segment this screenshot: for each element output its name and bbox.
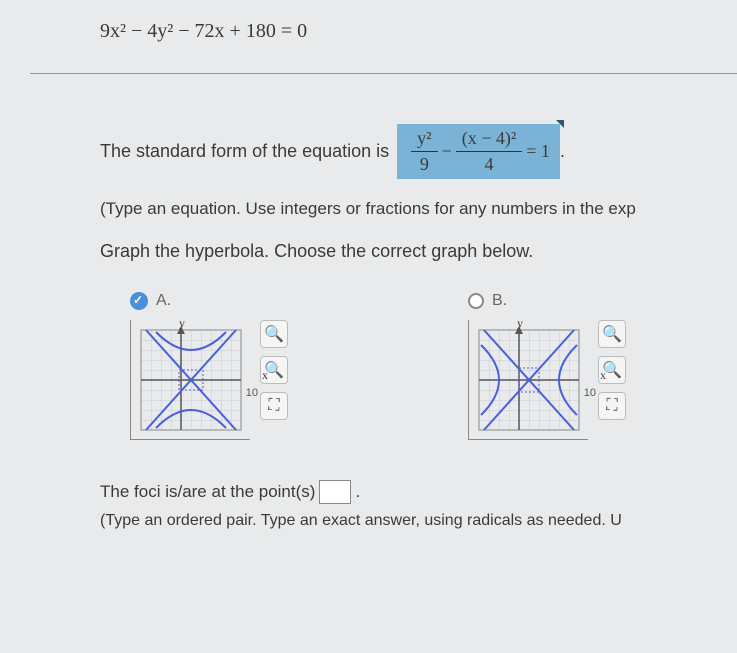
x-axis-label: x bbox=[262, 368, 268, 383]
foci-text-post: . bbox=[355, 482, 360, 502]
standard-form-prefix: The standard form of the equation is bbox=[100, 141, 389, 162]
foci-input[interactable] bbox=[319, 480, 351, 504]
option-a: A. y x 10 bbox=[130, 292, 288, 440]
x-axis-label-b: x bbox=[600, 368, 606, 383]
graph-a-svg bbox=[131, 320, 251, 440]
zoom-in-icon-b[interactable]: 🔍 bbox=[598, 320, 626, 348]
frac1-num: y² bbox=[411, 128, 437, 152]
frac2-den: 4 bbox=[479, 152, 500, 175]
y-axis-label-b: y bbox=[517, 316, 523, 331]
graph-a-area: y x 10 bbox=[130, 320, 288, 440]
option-b-label-row[interactable]: B. bbox=[468, 292, 626, 310]
radio-icon bbox=[468, 293, 484, 309]
options-row: A. y x 10 bbox=[130, 292, 737, 440]
check-icon bbox=[130, 292, 148, 310]
graph-b-area: y x 10 🔍 bbox=[468, 320, 626, 440]
option-b-label: B. bbox=[492, 292, 507, 310]
section-divider bbox=[30, 73, 737, 74]
operator: − bbox=[442, 141, 452, 162]
zoom-in-icon[interactable]: 🔍 bbox=[260, 320, 288, 348]
fraction-1: y² 9 bbox=[411, 128, 437, 175]
y-axis-label: y bbox=[179, 316, 185, 331]
fraction-2: (x − 4)² 4 bbox=[456, 128, 523, 175]
option-a-label: A. bbox=[156, 292, 171, 310]
expand-icon-b[interactable]: ⛶ bbox=[598, 392, 626, 420]
standard-form-answer[interactable]: y² 9 − (x − 4)² 4 = 1 bbox=[397, 124, 560, 179]
type-instruction: (Type an equation. Use integers or fract… bbox=[100, 199, 737, 219]
expand-icon[interactable]: ⛶ bbox=[260, 392, 288, 420]
graph-a[interactable]: y x 10 bbox=[130, 320, 250, 440]
option-b: B. y x 10 bbox=[468, 292, 626, 440]
equals-rhs: = 1 bbox=[526, 141, 550, 162]
graph-instruction: Graph the hyperbola. Choose the correct … bbox=[100, 241, 737, 262]
x-tick-b: 10 bbox=[584, 387, 596, 399]
x-tick: 10 bbox=[246, 387, 258, 399]
frac1-den: 9 bbox=[414, 152, 435, 175]
standard-form-suffix: . bbox=[560, 141, 565, 162]
foci-instruction: (Type an ordered pair. Type an exact ans… bbox=[100, 512, 737, 530]
foci-line: The foci is/are at the point(s) . bbox=[100, 480, 737, 504]
foci-text-pre: The foci is/are at the point(s) bbox=[100, 482, 315, 502]
given-equation: 9x² − 4y² − 72x + 180 = 0 bbox=[100, 20, 737, 43]
standard-form-row: The standard form of the equation is y² … bbox=[100, 124, 737, 179]
frac2-num: (x − 4)² bbox=[456, 128, 523, 152]
graph-b-svg bbox=[469, 320, 589, 440]
graph-b[interactable]: y x 10 bbox=[468, 320, 588, 440]
option-a-label-row[interactable]: A. bbox=[130, 292, 288, 310]
